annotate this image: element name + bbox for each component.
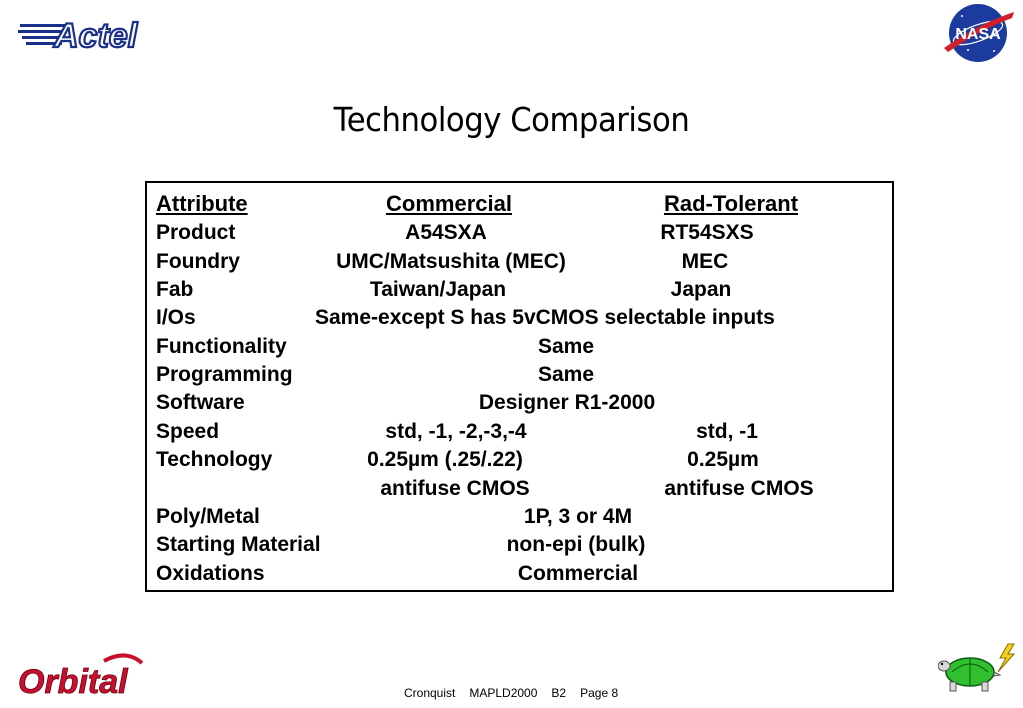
technology-rad-tolerant-process: antifuse CMOS [664, 477, 814, 500]
row-label-software: Software [156, 391, 245, 414]
ios-value: Same-except S has 5vCMOS selectable inpu… [315, 306, 775, 329]
row-label-fab: Fab [156, 278, 194, 301]
functionality-value: Same [537, 335, 595, 358]
poly-metal-value: 1P, 3 or 4M [523, 505, 633, 528]
actel-logo-text: Actel [53, 17, 139, 54]
starting-material-value: non-epi (bulk) [506, 533, 646, 556]
product-rad-tolerant: RT54SXS [660, 221, 754, 244]
footer-page-number: Page 8 [580, 686, 619, 700]
page-title: Technology Comparison [333, 100, 690, 139]
nasa-logo-text: NASA [955, 26, 1001, 43]
fab-commercial: Taiwan/Japan [369, 278, 507, 301]
turtle-lightning-icon [938, 643, 1016, 692]
row-label-foundry: Foundry [156, 250, 240, 273]
header-attribute: Attribute [156, 191, 248, 216]
footer: Cronquist MAPLD2000 B2 Page 8 [404, 686, 632, 700]
nasa-logo: NASA [944, 4, 1014, 62]
comparison-table: Attribute Commercial Rad-Tolerant Produc… [145, 181, 894, 592]
row-label-technology: Technology [156, 448, 273, 471]
software-value: Designer R1-2000 [478, 391, 656, 414]
oxidations-value: Commercial [517, 562, 639, 585]
technology-commercial: 0.25µm (.25/.22) [367, 448, 523, 471]
row-label-product: Product [156, 221, 236, 244]
row-label-functionality: Functionality [156, 335, 287, 358]
footer-author: Cronquist [404, 686, 456, 700]
foundry-commercial: UMC/Matsushita (MEC) [336, 250, 566, 273]
row-label-speed: Speed [156, 420, 220, 443]
speed-rad-tolerant: std, -1 [696, 420, 758, 443]
row-label-ios: I/Os [156, 306, 196, 329]
row-label-starting-material: Starting Material [156, 533, 321, 556]
technology-commercial-process: antifuse CMOS [380, 477, 530, 500]
fab-rad-tolerant: Japan [670, 278, 732, 301]
technology-rad-tolerant: 0.25µm [687, 448, 759, 471]
header-commercial: Commercial [386, 191, 512, 216]
orbital-logo-text: Orbital [18, 663, 129, 701]
speed-commercial: std, -1, -2,-3,-4 [385, 420, 527, 443]
header-rad-tolerant: Rad-Tolerant [663, 191, 799, 216]
product-commercial: A54SXA [405, 221, 487, 244]
row-label-oxidations: Oxidations [156, 562, 265, 585]
row-label-programming: Programming [156, 363, 293, 386]
foundry-rad-tolerant: MEC [681, 250, 729, 273]
row-label-poly-metal: Poly/Metal [156, 505, 260, 528]
programming-value: Same [537, 363, 595, 386]
footer-conference: MAPLD2000 [469, 686, 538, 700]
footer-session: B2 [551, 686, 567, 700]
actel-logo: Actel [18, 16, 140, 54]
orbital-logo: Orbital [18, 653, 144, 701]
